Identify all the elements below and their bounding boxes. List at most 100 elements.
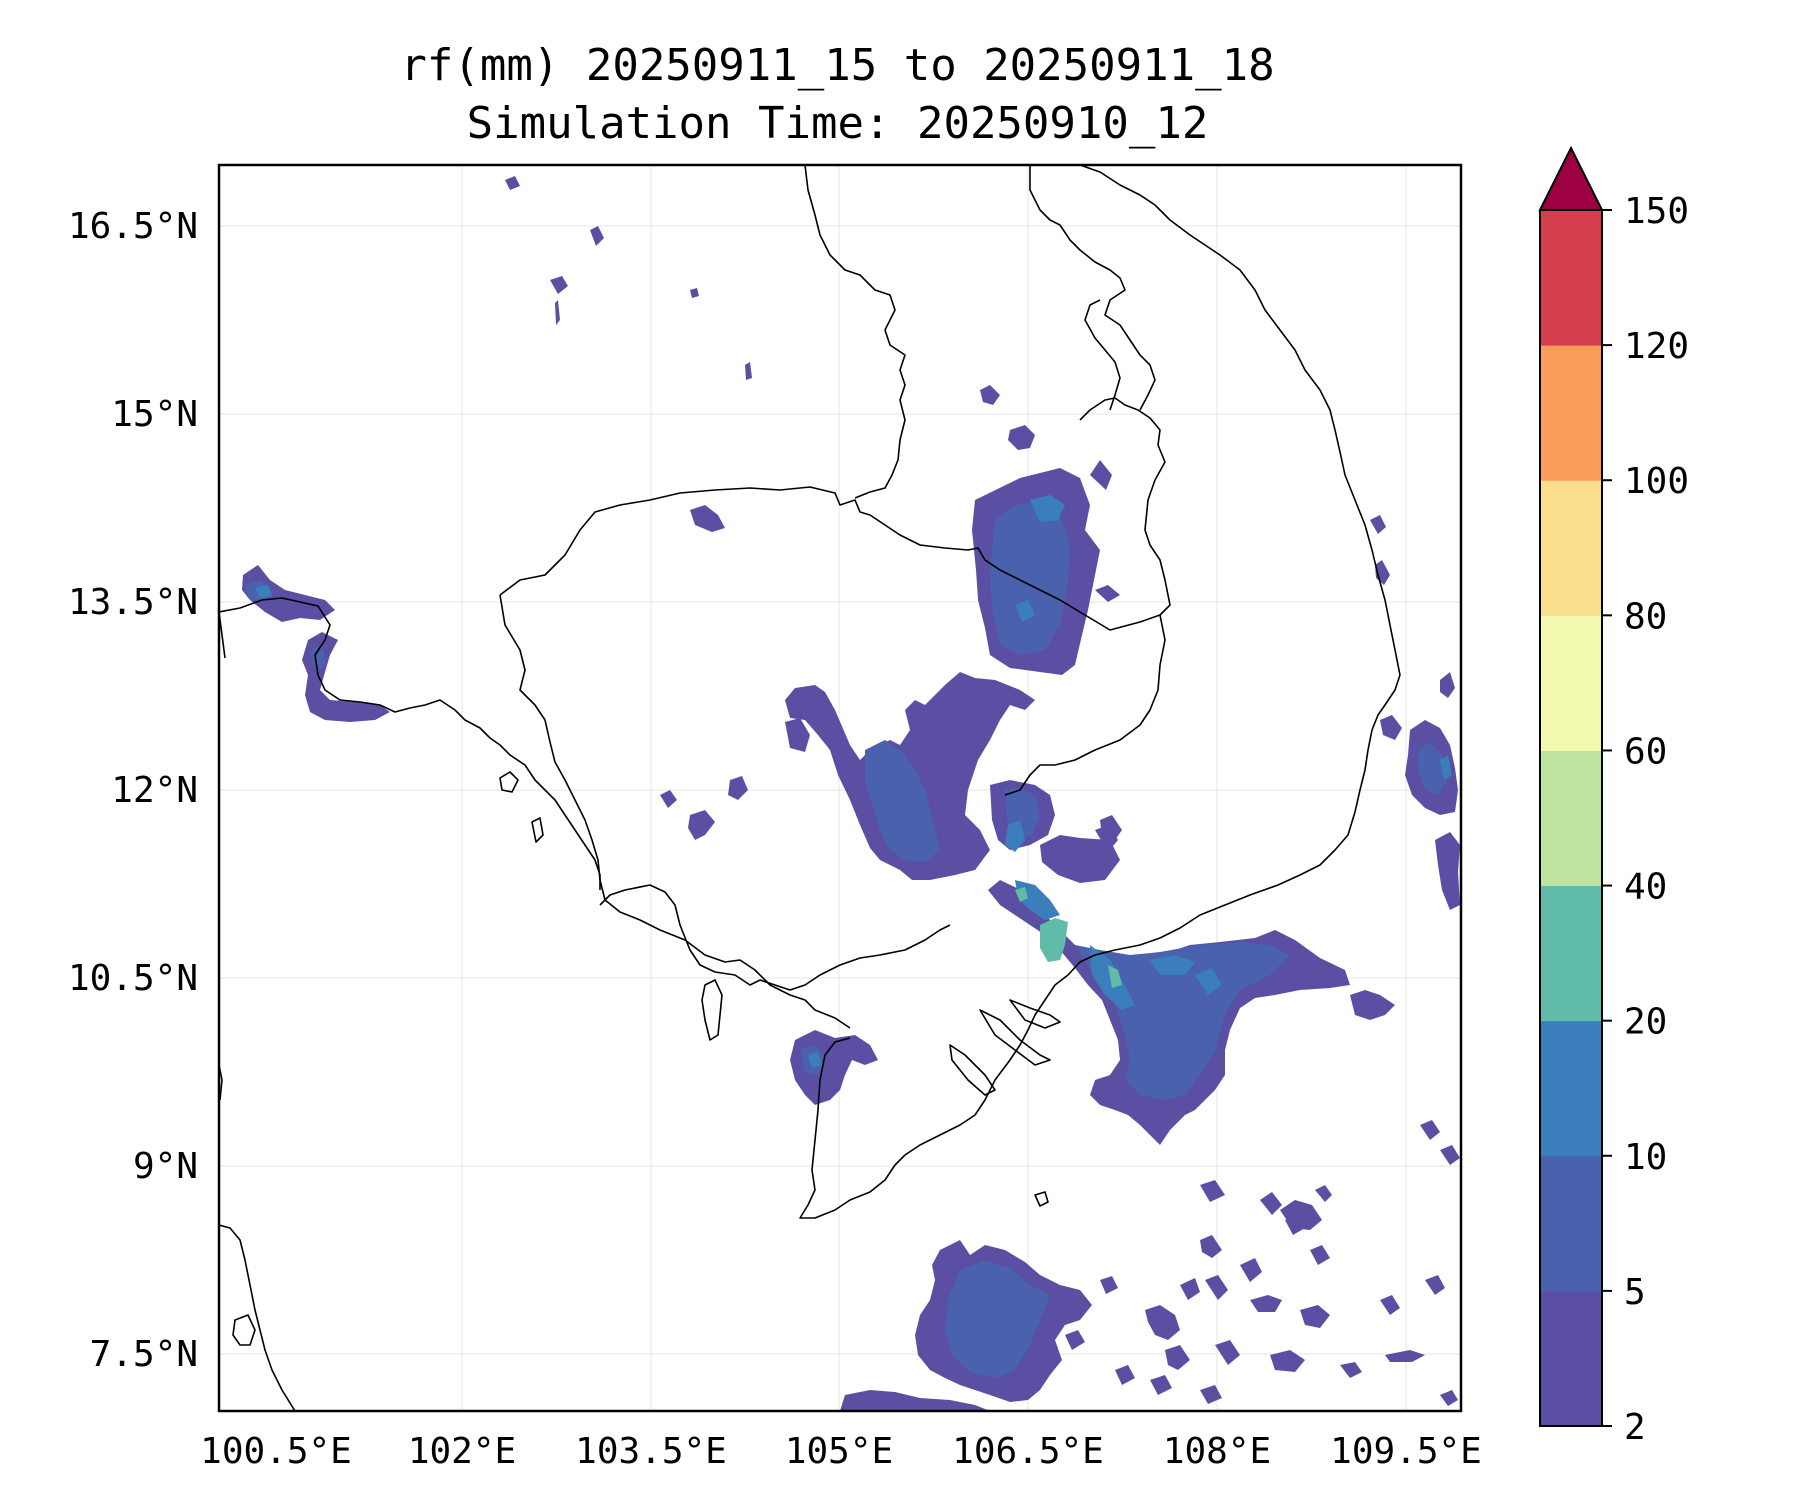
island <box>1009 999 1061 1029</box>
border-line <box>1029 165 1156 411</box>
lat-tick-label: 12°N <box>111 770 198 811</box>
rain-area <box>1240 1258 1262 1282</box>
rain-area <box>302 632 390 722</box>
rain-area <box>840 1390 990 1411</box>
lon-tick-label: 106.5°E <box>952 1431 1104 1472</box>
island <box>499 771 519 793</box>
rain-area <box>865 740 940 862</box>
colorbar-tick-label: 120 <box>1624 326 1689 367</box>
rain-area <box>1315 1185 1332 1202</box>
lat-tick-labels: 16.5°N 15°N 13.5°N 12°N 10.5°N 9°N 7.5°N <box>68 206 198 1375</box>
lon-tick-label: 100.5°E <box>200 1431 352 1472</box>
colorbar-tick-label: 20 <box>1624 1002 1667 1043</box>
colorbar-extend-arrow <box>1538 145 1604 211</box>
rain-area <box>1215 1340 1240 1365</box>
rain-area <box>1090 460 1112 490</box>
rain-area <box>1050 920 1062 940</box>
rain-area <box>1370 515 1386 534</box>
figure-subtitle: Simulation Time: 20250910_12 <box>466 98 1209 149</box>
lon-tick-label: 105°E <box>785 1431 893 1472</box>
rain-area <box>1380 1295 1400 1315</box>
rain-area <box>1008 425 1035 450</box>
rain-area <box>1440 1145 1460 1165</box>
lon-tick-label: 102°E <box>408 1431 516 1472</box>
colorbar-segment <box>1540 885 1602 1022</box>
rain-area <box>1108 965 1122 988</box>
colorbar-tick-label: 100 <box>1624 461 1689 502</box>
colorbar-tick-label: 40 <box>1624 867 1667 908</box>
colorbar-tick-label: 80 <box>1624 596 1667 637</box>
colorbar-outline <box>1539 210 1603 1427</box>
colorbar-tick-label: 2 <box>1624 1407 1646 1448</box>
map-gridlines <box>219 165 1461 1411</box>
island <box>979 1009 1051 1066</box>
rain-area <box>1200 1385 1222 1404</box>
rain-area <box>728 776 748 800</box>
colorbar-segment <box>1540 345 1602 481</box>
rain-area <box>1300 1305 1330 1328</box>
border-line <box>499 397 1171 631</box>
colorbar-segment <box>1540 615 1602 751</box>
lon-tick-label: 103.5°E <box>575 1431 727 1472</box>
border-line <box>599 884 951 991</box>
rain-area <box>1165 1345 1190 1370</box>
rain-area <box>808 1052 822 1068</box>
colorbar-segment <box>1540 1290 1602 1427</box>
rainfall-contours-2-5mm <box>242 176 1460 1411</box>
colorbar-tick-label: 150 <box>1624 191 1689 232</box>
rain-area <box>990 500 1070 655</box>
rain-area <box>1095 585 1120 602</box>
rain-area <box>1440 1390 1458 1406</box>
island <box>531 817 544 843</box>
border-line <box>1004 614 1166 796</box>
rain-area <box>1285 1215 1305 1235</box>
rain-area <box>790 1030 878 1105</box>
rain-area <box>785 718 810 752</box>
colorbar: 2 5 10 20 40 60 80 100 120 150 <box>1538 145 1689 1448</box>
rain-area <box>555 300 560 325</box>
rain-area <box>1015 600 1035 622</box>
map-frame <box>217 163 1463 1413</box>
lat-tick-label: 10.5°N <box>68 958 198 999</box>
island <box>1034 1191 1049 1207</box>
rain-area <box>1075 942 1290 1100</box>
lat-tick-label: 16.5°N <box>68 206 198 247</box>
rain-area <box>1420 1120 1440 1140</box>
rain-area <box>1425 1275 1445 1295</box>
rain-area <box>690 288 699 298</box>
rainfall-contours-20-40mm <box>1015 887 1122 988</box>
colorbar-tick-label: 60 <box>1624 731 1667 772</box>
border-line <box>499 594 851 1029</box>
rain-area <box>255 585 272 598</box>
lon-tick-label: 109.5°E <box>1330 1431 1482 1472</box>
colorbar-segment <box>1540 480 1602 616</box>
rain-area <box>1200 1180 1225 1202</box>
rain-area <box>505 176 520 190</box>
rain-area <box>1195 968 1222 995</box>
lon-tick-label: 108°E <box>1163 1431 1271 1472</box>
rain-area <box>1260 1192 1282 1215</box>
lon-tick-labels: 100.5°E 102°E 103.5°E 105°E 106.5°E 108°… <box>200 1431 1482 1472</box>
rain-area <box>1100 1276 1118 1294</box>
rain-area <box>590 226 604 246</box>
rain-area <box>1065 1330 1085 1350</box>
rain-area <box>1180 1278 1200 1300</box>
rain-area <box>945 1260 1050 1378</box>
colorbar-segment <box>1540 750 1602 887</box>
rain-area <box>1200 1235 1222 1258</box>
coastline <box>219 597 601 890</box>
rain-area <box>1115 1365 1135 1385</box>
rain-area <box>1440 672 1455 698</box>
rain-area <box>242 565 335 622</box>
rain-area <box>1310 1245 1330 1265</box>
lat-tick-label: 15°N <box>111 394 198 435</box>
rain-area <box>1145 1305 1180 1340</box>
rain-area <box>1030 495 1065 522</box>
lat-tick-label: 9°N <box>133 1146 198 1187</box>
island <box>949 1044 996 1096</box>
colorbar-segment <box>1540 210 1602 346</box>
rain-area <box>1435 832 1460 910</box>
rain-area <box>1440 755 1452 780</box>
rain-area <box>1340 1362 1362 1378</box>
